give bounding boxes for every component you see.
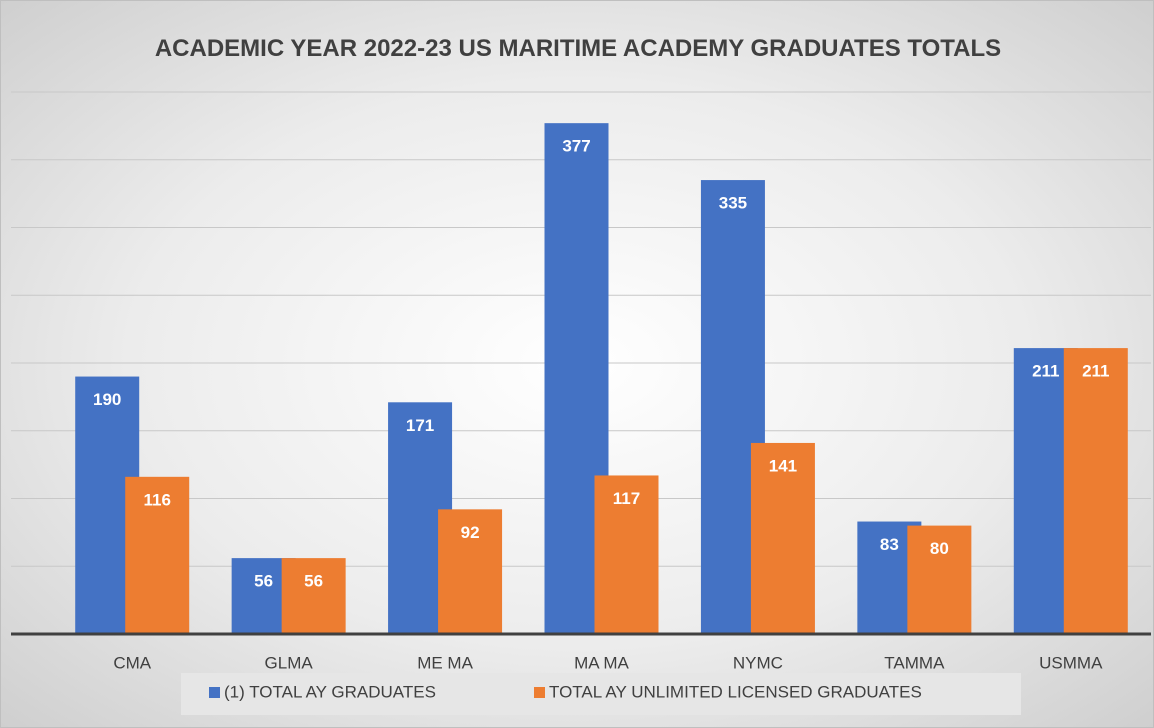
- data-label: 117: [613, 489, 640, 508]
- data-label: 211: [1082, 362, 1109, 381]
- data-label: 211: [1032, 362, 1059, 381]
- bar: [750, 442, 815, 634]
- x-tick-label: USMMA: [1039, 653, 1103, 672]
- data-label: 56: [304, 572, 323, 591]
- data-label: 56: [254, 572, 273, 591]
- data-label: 377: [562, 137, 590, 156]
- data-label: 116: [143, 490, 170, 509]
- legend-label: (1) TOTAL AY GRADUATES: [224, 682, 436, 701]
- bar: [125, 476, 190, 634]
- data-label: 190: [93, 390, 121, 409]
- legend-swatch: [534, 687, 545, 698]
- x-tick-label: CMA: [113, 653, 151, 672]
- data-label: 80: [930, 539, 949, 558]
- bar: [907, 525, 972, 634]
- legend-label: TOTAL AY UNLIMITED LICENSED GRADUATES: [549, 682, 922, 701]
- x-tick-label: GLMA: [265, 653, 314, 672]
- data-label: 92: [461, 523, 480, 542]
- x-tick-label: ME MA: [417, 653, 473, 672]
- x-tick-label: MA MA: [574, 653, 629, 672]
- data-label: 171: [406, 416, 434, 435]
- bar: [281, 558, 346, 634]
- legend-swatch: [209, 687, 220, 698]
- x-tick-label: NYMC: [733, 653, 783, 672]
- bar: [438, 509, 503, 634]
- bar: [1063, 348, 1128, 634]
- bar: [594, 475, 659, 634]
- legend-box: [181, 673, 1021, 715]
- data-label: 141: [769, 456, 797, 475]
- data-label: 83: [880, 535, 899, 554]
- x-tick-label: TAMMA: [884, 653, 945, 672]
- chart-title: ACADEMIC YEAR 2022-23 US MARITIME ACADEM…: [154, 35, 1002, 62]
- data-label: 335: [719, 194, 747, 213]
